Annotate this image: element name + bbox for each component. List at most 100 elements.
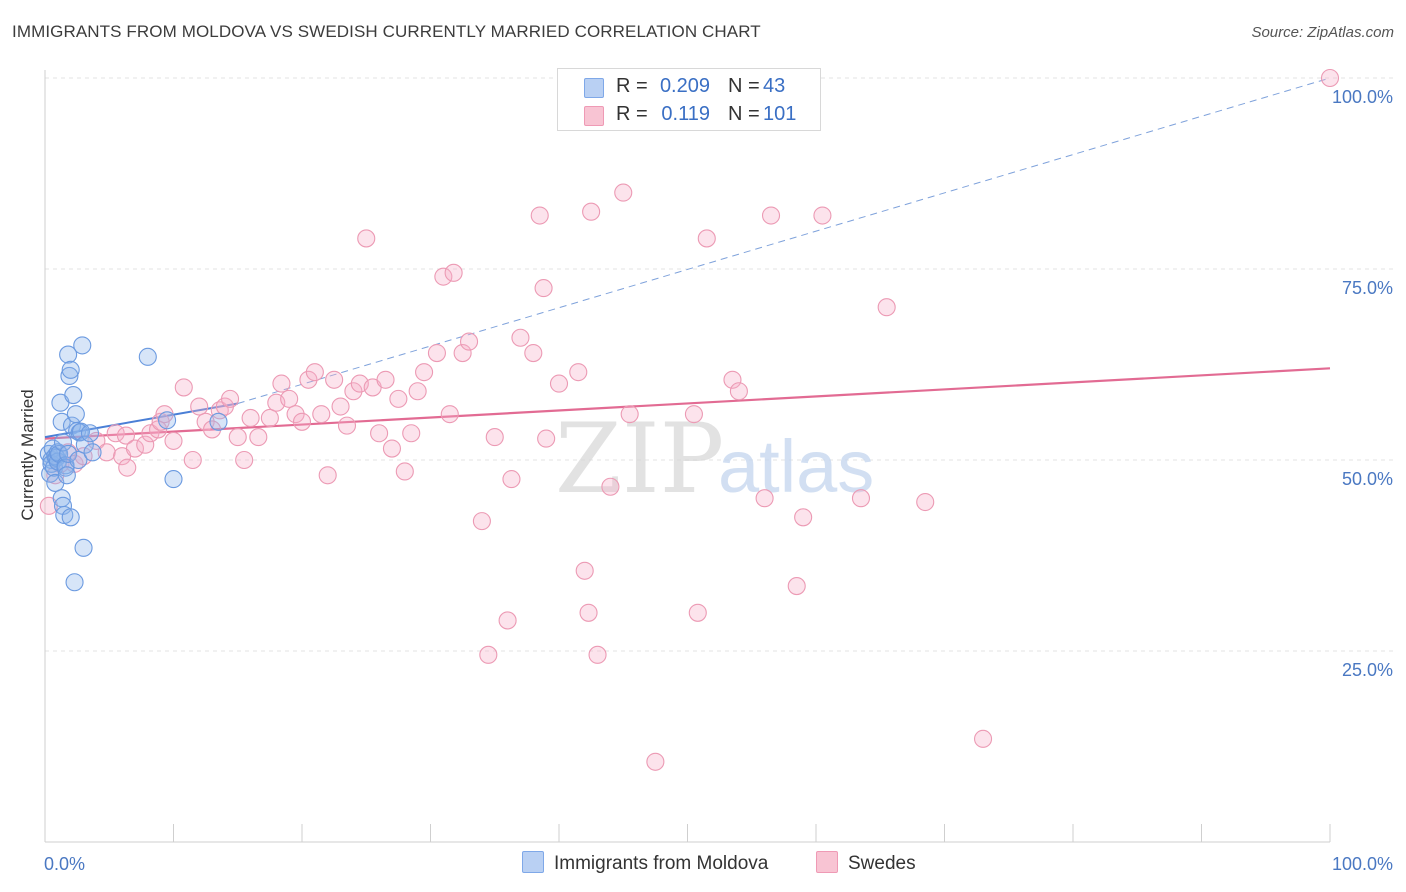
x-tick-label-start: 0.0% — [44, 854, 85, 874]
y-tick-label: 100.0% — [1332, 87, 1393, 107]
watermark-atlas: atlas — [718, 425, 874, 508]
bottom-legend-swatch-swedes — [816, 851, 838, 873]
point-swedes — [196, 412, 215, 431]
point-swedes — [312, 405, 331, 424]
point-swedes — [415, 363, 434, 382]
legend-n-label: N = — [728, 103, 760, 125]
bottom-legend-moldova: Immigrants from Moldova — [522, 851, 768, 875]
y-tick-labels: 25.0% 50.0% 75.0% 100.0% — [1332, 87, 1393, 680]
point-swedes — [511, 328, 530, 347]
point-swedes — [697, 229, 716, 248]
point-swedes — [537, 429, 556, 448]
point-swedes — [459, 332, 479, 351]
point-swedes — [813, 206, 832, 225]
grid-lines — [45, 77, 1395, 652]
point-swedes — [723, 370, 742, 389]
trend-line-swedes — [44, 367, 1331, 440]
axes — [44, 70, 1331, 843]
point-swedes — [1320, 68, 1340, 88]
point-swedes — [479, 645, 498, 664]
point-moldova — [80, 424, 100, 443]
point-swedes — [286, 405, 305, 424]
legend-swatch-moldova — [584, 78, 604, 98]
point-swedes — [357, 229, 376, 248]
y-tick-label: 75.0% — [1342, 278, 1393, 298]
point-moldova — [73, 336, 92, 355]
point-moldova — [209, 412, 228, 431]
point-swedes — [136, 435, 155, 454]
point-swedes — [498, 611, 517, 630]
watermark: ZIP atlas — [555, 403, 874, 515]
point-moldova — [59, 345, 78, 364]
legend-r-label: R = — [616, 75, 648, 97]
point-moldova — [138, 347, 157, 366]
point-moldova — [65, 573, 84, 592]
point-swedes — [87, 431, 106, 450]
point-moldova — [57, 466, 76, 485]
bottom-legend-label-moldova: Immigrants from Moldova — [554, 853, 769, 874]
point-swedes — [382, 439, 402, 458]
point-moldova — [158, 411, 177, 430]
point-swedes — [502, 470, 521, 489]
data-points — [39, 68, 1340, 771]
point-swedes — [485, 428, 504, 447]
point-swedes — [877, 298, 896, 317]
point-swedes — [370, 424, 389, 443]
point-swedes — [444, 263, 463, 282]
point-swedes — [408, 382, 427, 401]
point-swedes — [973, 729, 993, 748]
point-swedes — [337, 416, 357, 435]
legend-n-value: 101 — [763, 103, 797, 125]
point-swedes — [440, 405, 459, 424]
point-swedes — [318, 466, 337, 485]
point-swedes — [280, 389, 299, 408]
point-swedes — [579, 603, 598, 622]
point-swedes — [116, 426, 136, 445]
legend-r-value: 0.119 — [661, 103, 710, 125]
point-swedes — [249, 428, 268, 447]
point-swedes — [228, 428, 247, 447]
point-swedes — [620, 405, 639, 424]
point-swedes — [97, 443, 116, 462]
point-swedes — [851, 489, 871, 508]
x-tick-labels: 0.0% 100.0% — [44, 854, 1393, 874]
legend-r-value: 0.209 — [659, 75, 710, 97]
point-swedes — [292, 412, 312, 431]
stats-legend: R = 0.209 N = 43 R = 0.119 N = 101 — [557, 68, 821, 131]
point-swedes — [389, 389, 408, 408]
point-swedes — [530, 206, 549, 225]
point-swedes — [729, 382, 748, 401]
y-tick-label: 50.0% — [1342, 469, 1393, 489]
legend-swatch-swedes — [584, 106, 604, 126]
point-moldova — [74, 538, 93, 557]
point-swedes — [427, 343, 446, 363]
bottom-legend-swedes: Swedes — [816, 851, 916, 875]
point-swedes — [794, 508, 813, 527]
point-swedes — [395, 462, 414, 481]
chart-source: Source: ZipAtlas.com — [1251, 24, 1394, 41]
point-swedes — [601, 477, 620, 496]
point-swedes — [549, 374, 569, 393]
trend-line-moldova — [44, 402, 238, 439]
point-moldova — [52, 412, 71, 431]
point-swedes — [434, 267, 453, 286]
point-swedes — [325, 370, 344, 389]
point-swedes — [260, 408, 279, 428]
point-swedes — [305, 363, 324, 382]
trend-extension-moldova — [237, 77, 1331, 404]
legend-n-value: 43 — [763, 75, 786, 97]
point-swedes — [534, 279, 553, 298]
point-moldova — [61, 508, 80, 527]
legend-r-label: R = — [616, 103, 648, 125]
point-swedes — [376, 370, 395, 389]
point-swedes — [453, 343, 472, 363]
point-swedes — [220, 389, 240, 408]
point-moldova — [66, 405, 85, 424]
point-swedes — [174, 378, 193, 397]
trend-lines — [44, 77, 1331, 440]
point-swedes — [190, 397, 209, 416]
point-moldova — [83, 443, 102, 462]
point-swedes — [164, 431, 183, 450]
point-swedes — [524, 343, 543, 363]
